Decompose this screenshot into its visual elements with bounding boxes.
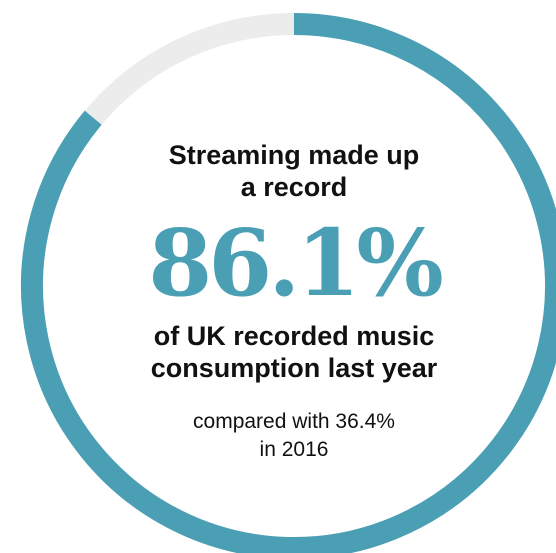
headline: Streaming made up a record: [0, 139, 556, 203]
big-value-label: 86.1%: [148, 209, 444, 317]
subline: of UK recorded music consumption last ye…: [0, 320, 556, 384]
subline-line-1: of UK recorded music: [153, 321, 435, 351]
comparison-line-1: compared with 36.4%: [193, 410, 395, 433]
headline-line-2: a record: [240, 172, 348, 202]
donut-value-arc: [21, 13, 556, 553]
subline-line-2: consumption last year: [150, 353, 438, 383]
comparison-line-2: in 2016: [259, 438, 329, 461]
comparison-text: compared with 36.4% in 2016: [0, 408, 556, 464]
headline-line-1: Streaming made up: [168, 140, 420, 170]
